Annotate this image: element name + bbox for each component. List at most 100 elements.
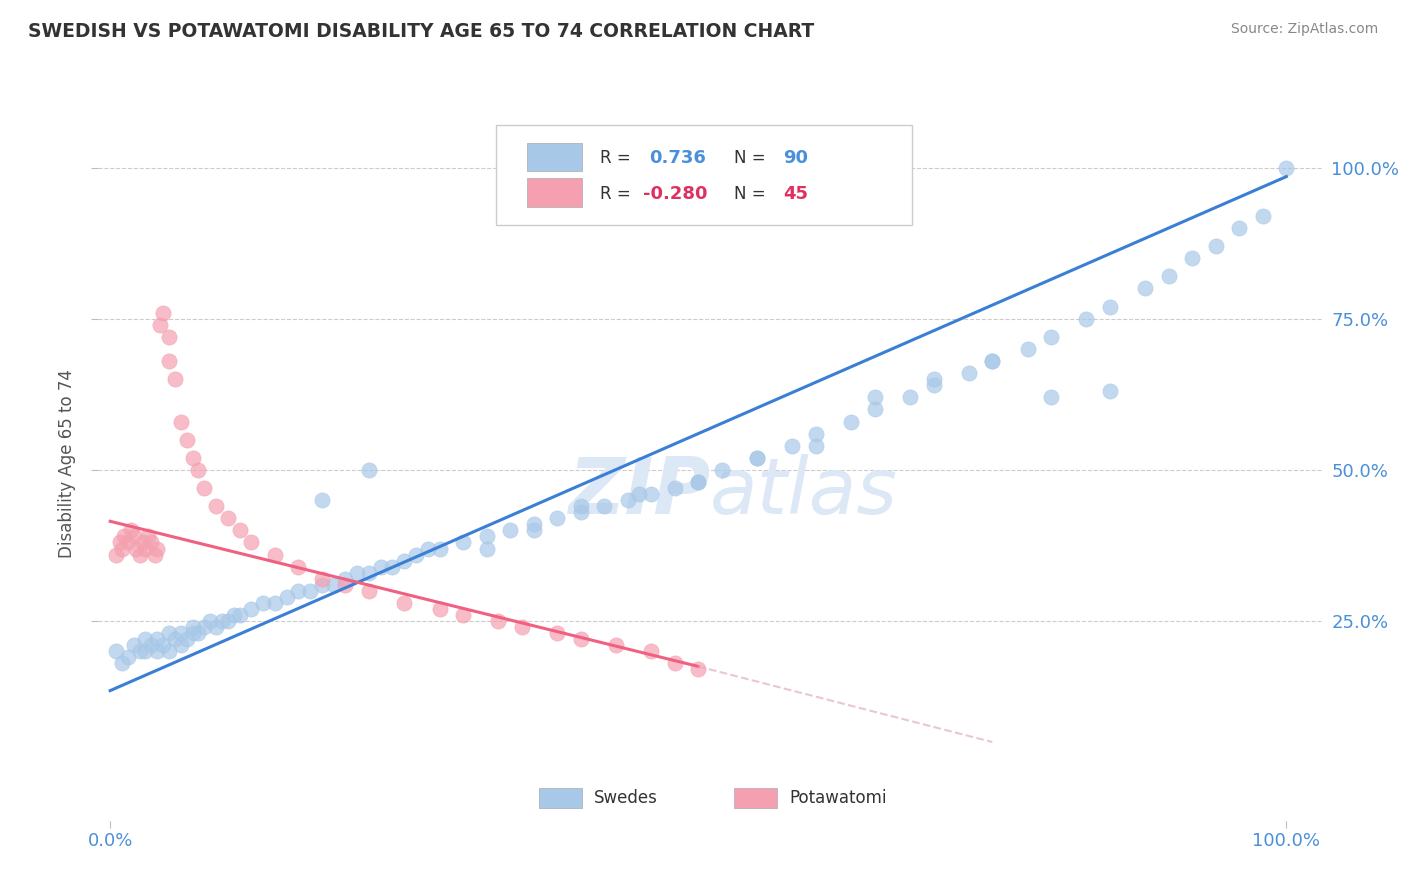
Point bbox=[745, 450, 768, 465]
Point bbox=[170, 626, 193, 640]
Point bbox=[163, 632, 186, 647]
Point bbox=[1205, 239, 1227, 253]
Point bbox=[863, 390, 886, 404]
Point bbox=[429, 541, 451, 556]
Point bbox=[311, 493, 333, 508]
Point bbox=[311, 578, 333, 592]
Point bbox=[136, 529, 159, 543]
Point bbox=[117, 535, 139, 549]
Point bbox=[120, 524, 142, 538]
Point bbox=[981, 354, 1004, 368]
Point bbox=[222, 607, 245, 622]
Point bbox=[486, 614, 509, 628]
Point bbox=[176, 433, 198, 447]
Point bbox=[628, 487, 651, 501]
Point bbox=[640, 487, 662, 501]
Point bbox=[1098, 384, 1121, 399]
Point bbox=[429, 602, 451, 616]
Point bbox=[128, 644, 150, 658]
Point bbox=[170, 638, 193, 652]
Point bbox=[451, 535, 474, 549]
Point bbox=[475, 541, 498, 556]
Point bbox=[1017, 342, 1039, 356]
Point bbox=[146, 632, 169, 647]
Point bbox=[149, 318, 172, 332]
Point bbox=[181, 620, 204, 634]
Point bbox=[322, 578, 344, 592]
Point bbox=[922, 378, 945, 392]
FancyBboxPatch shape bbox=[496, 125, 912, 225]
Point bbox=[143, 548, 166, 562]
Point bbox=[152, 638, 174, 652]
Point bbox=[688, 475, 710, 489]
Point bbox=[311, 572, 333, 586]
Point bbox=[605, 638, 627, 652]
FancyBboxPatch shape bbox=[527, 178, 582, 207]
Point bbox=[122, 638, 145, 652]
Point bbox=[157, 644, 180, 658]
Text: R =: R = bbox=[600, 150, 641, 168]
Point bbox=[392, 553, 416, 567]
Point bbox=[157, 330, 180, 344]
Point bbox=[957, 366, 980, 380]
Point bbox=[187, 626, 209, 640]
Point bbox=[1157, 269, 1180, 284]
FancyBboxPatch shape bbox=[527, 143, 582, 171]
Point bbox=[176, 632, 198, 647]
Text: SWEDISH VS POTAWATOMI DISABILITY AGE 65 TO 74 CORRELATION CHART: SWEDISH VS POTAWATOMI DISABILITY AGE 65 … bbox=[28, 22, 814, 41]
Point bbox=[228, 524, 250, 538]
Point bbox=[569, 499, 592, 513]
Text: 90: 90 bbox=[783, 150, 808, 168]
Point bbox=[569, 505, 592, 519]
Point bbox=[181, 450, 204, 465]
Text: 45: 45 bbox=[783, 186, 808, 203]
Point bbox=[357, 583, 380, 598]
Point bbox=[134, 632, 156, 647]
Point bbox=[745, 450, 768, 465]
Point bbox=[546, 511, 568, 525]
Point bbox=[228, 607, 250, 622]
Point bbox=[804, 426, 827, 441]
Text: Potawatomi: Potawatomi bbox=[790, 789, 887, 806]
Point bbox=[211, 614, 233, 628]
Point bbox=[157, 354, 180, 368]
Point bbox=[252, 596, 274, 610]
Point bbox=[132, 535, 155, 549]
Text: 0.736: 0.736 bbox=[650, 150, 706, 168]
Point bbox=[1227, 221, 1250, 235]
Point bbox=[240, 602, 263, 616]
Text: N =: N = bbox=[734, 186, 772, 203]
Point bbox=[111, 541, 134, 556]
Point bbox=[193, 620, 215, 634]
Point bbox=[346, 566, 368, 580]
Point bbox=[357, 463, 380, 477]
Point bbox=[125, 541, 148, 556]
Point bbox=[357, 566, 380, 580]
Point bbox=[416, 541, 439, 556]
Point bbox=[263, 596, 285, 610]
Point bbox=[198, 614, 221, 628]
Point bbox=[451, 607, 474, 622]
Point bbox=[475, 529, 498, 543]
Text: atlas: atlas bbox=[710, 454, 898, 531]
Point bbox=[1098, 300, 1121, 314]
Point bbox=[863, 402, 886, 417]
Point bbox=[146, 644, 169, 658]
Point bbox=[108, 535, 131, 549]
Point bbox=[688, 663, 710, 677]
Point bbox=[134, 644, 156, 658]
Point bbox=[664, 657, 686, 671]
Point bbox=[217, 511, 239, 525]
Point bbox=[205, 620, 228, 634]
Point bbox=[170, 415, 193, 429]
Point bbox=[157, 626, 180, 640]
Point bbox=[381, 559, 404, 574]
Point bbox=[922, 372, 945, 386]
Point bbox=[981, 354, 1004, 368]
Point bbox=[134, 541, 156, 556]
FancyBboxPatch shape bbox=[538, 788, 582, 808]
Point bbox=[117, 650, 139, 665]
Point bbox=[112, 529, 135, 543]
Point bbox=[240, 535, 263, 549]
Point bbox=[1040, 330, 1063, 344]
